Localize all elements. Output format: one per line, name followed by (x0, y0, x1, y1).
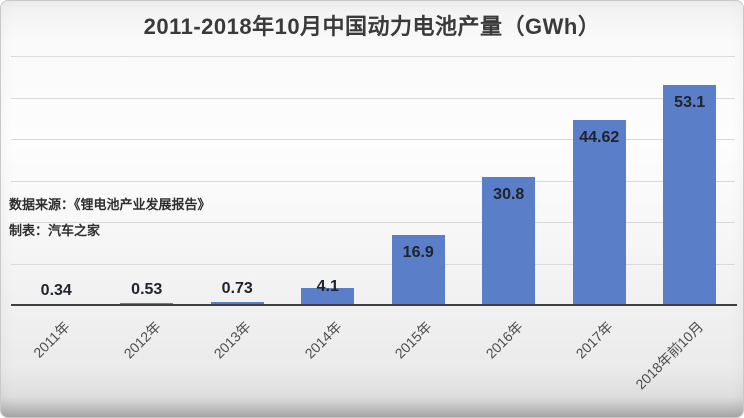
x-axis-label: 2015年 (391, 318, 435, 362)
bar (572, 119, 626, 305)
bar (663, 84, 717, 305)
gridline (11, 97, 735, 99)
source-note: 数据来源：《锂电池产业发展报告》 制表：汽车之家 (9, 198, 211, 250)
data-source-text: 数据来源：《锂电池产业发展报告》 (9, 197, 211, 212)
gridline (11, 222, 735, 223)
gridline (11, 180, 735, 182)
bar-value-label: 0.34 (40, 281, 72, 299)
x-axis-line (11, 304, 737, 306)
x-axis-label: 2017年 (572, 318, 616, 362)
credit-text: 制表：汽车之家 (9, 223, 101, 238)
gridline (11, 139, 735, 140)
bar-value-label: 53.1 (674, 93, 706, 111)
x-axis-label: 2016年 (482, 318, 526, 362)
x-axis-label: 2011年 (30, 318, 73, 361)
bar-value-label: 0.73 (221, 279, 253, 297)
bar-value-label: 4.1 (316, 278, 339, 295)
x-axis-label: 2012年 (120, 318, 164, 362)
x-axis-label: 2013年 (210, 318, 254, 362)
bar (210, 301, 264, 305)
bar-value-label: 44.62 (579, 128, 620, 146)
bar (391, 234, 445, 305)
x-axis-label: 2014年 (301, 318, 345, 362)
bar-value-label: 30.8 (493, 186, 525, 204)
gridline (11, 56, 735, 57)
gridline (11, 263, 735, 265)
chart-title: 2011-2018年10月中国动力电池产量（GWh） (143, 14, 601, 39)
bar (482, 177, 536, 305)
bar (301, 287, 355, 305)
x-axis-label: 2018年前10月 (632, 318, 707, 393)
bar-value-label: 16.9 (402, 243, 434, 261)
bar-value-label: 0.53 (131, 280, 163, 298)
bar (120, 302, 174, 305)
